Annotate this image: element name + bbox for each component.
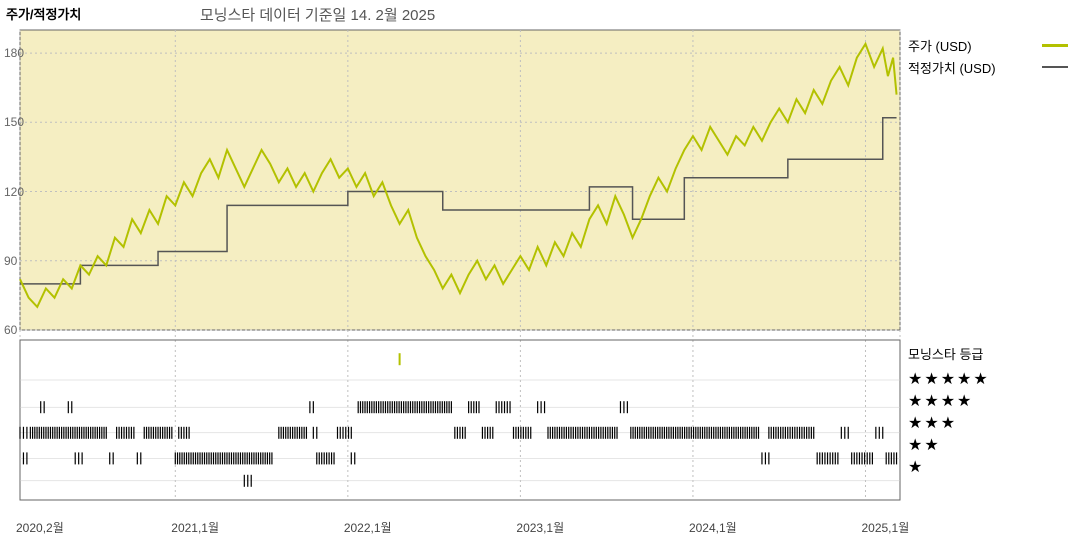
y-tick: 150 xyxy=(4,115,24,129)
stars-3: ★★★ xyxy=(908,413,1068,435)
legend-price-label: 주가 (USD) xyxy=(908,36,972,55)
x-tick: 2023,1월 xyxy=(516,519,564,536)
x-tick: 2024,1월 xyxy=(689,519,737,536)
y-tick: 90 xyxy=(4,254,17,268)
legend-price: 주가 (USD) xyxy=(908,34,1068,56)
legend-fair-swatch xyxy=(1042,66,1068,68)
y-tick: 60 xyxy=(4,323,17,337)
legend-fair: 적정가치 (USD) xyxy=(908,56,1068,78)
stars-4: ★★★★ xyxy=(908,391,1068,413)
y-tick: 120 xyxy=(4,185,24,199)
legend-fair-label: 적정가치 (USD) xyxy=(908,58,996,77)
stars-2: ★★ xyxy=(908,435,1068,457)
stars-5: ★★★★★ xyxy=(908,369,1068,391)
legend-price-swatch xyxy=(1042,44,1068,47)
stars-1: ★ xyxy=(908,457,1068,479)
x-tick: 2022,1월 xyxy=(344,519,392,536)
x-tick: 2020,2월 xyxy=(16,519,64,536)
x-tick: 2021,1월 xyxy=(171,519,219,536)
y-tick: 180 xyxy=(4,46,24,60)
x-tick: 2025,1월 xyxy=(861,519,909,536)
rating-title: 모닝스타 등급 xyxy=(908,344,1068,363)
